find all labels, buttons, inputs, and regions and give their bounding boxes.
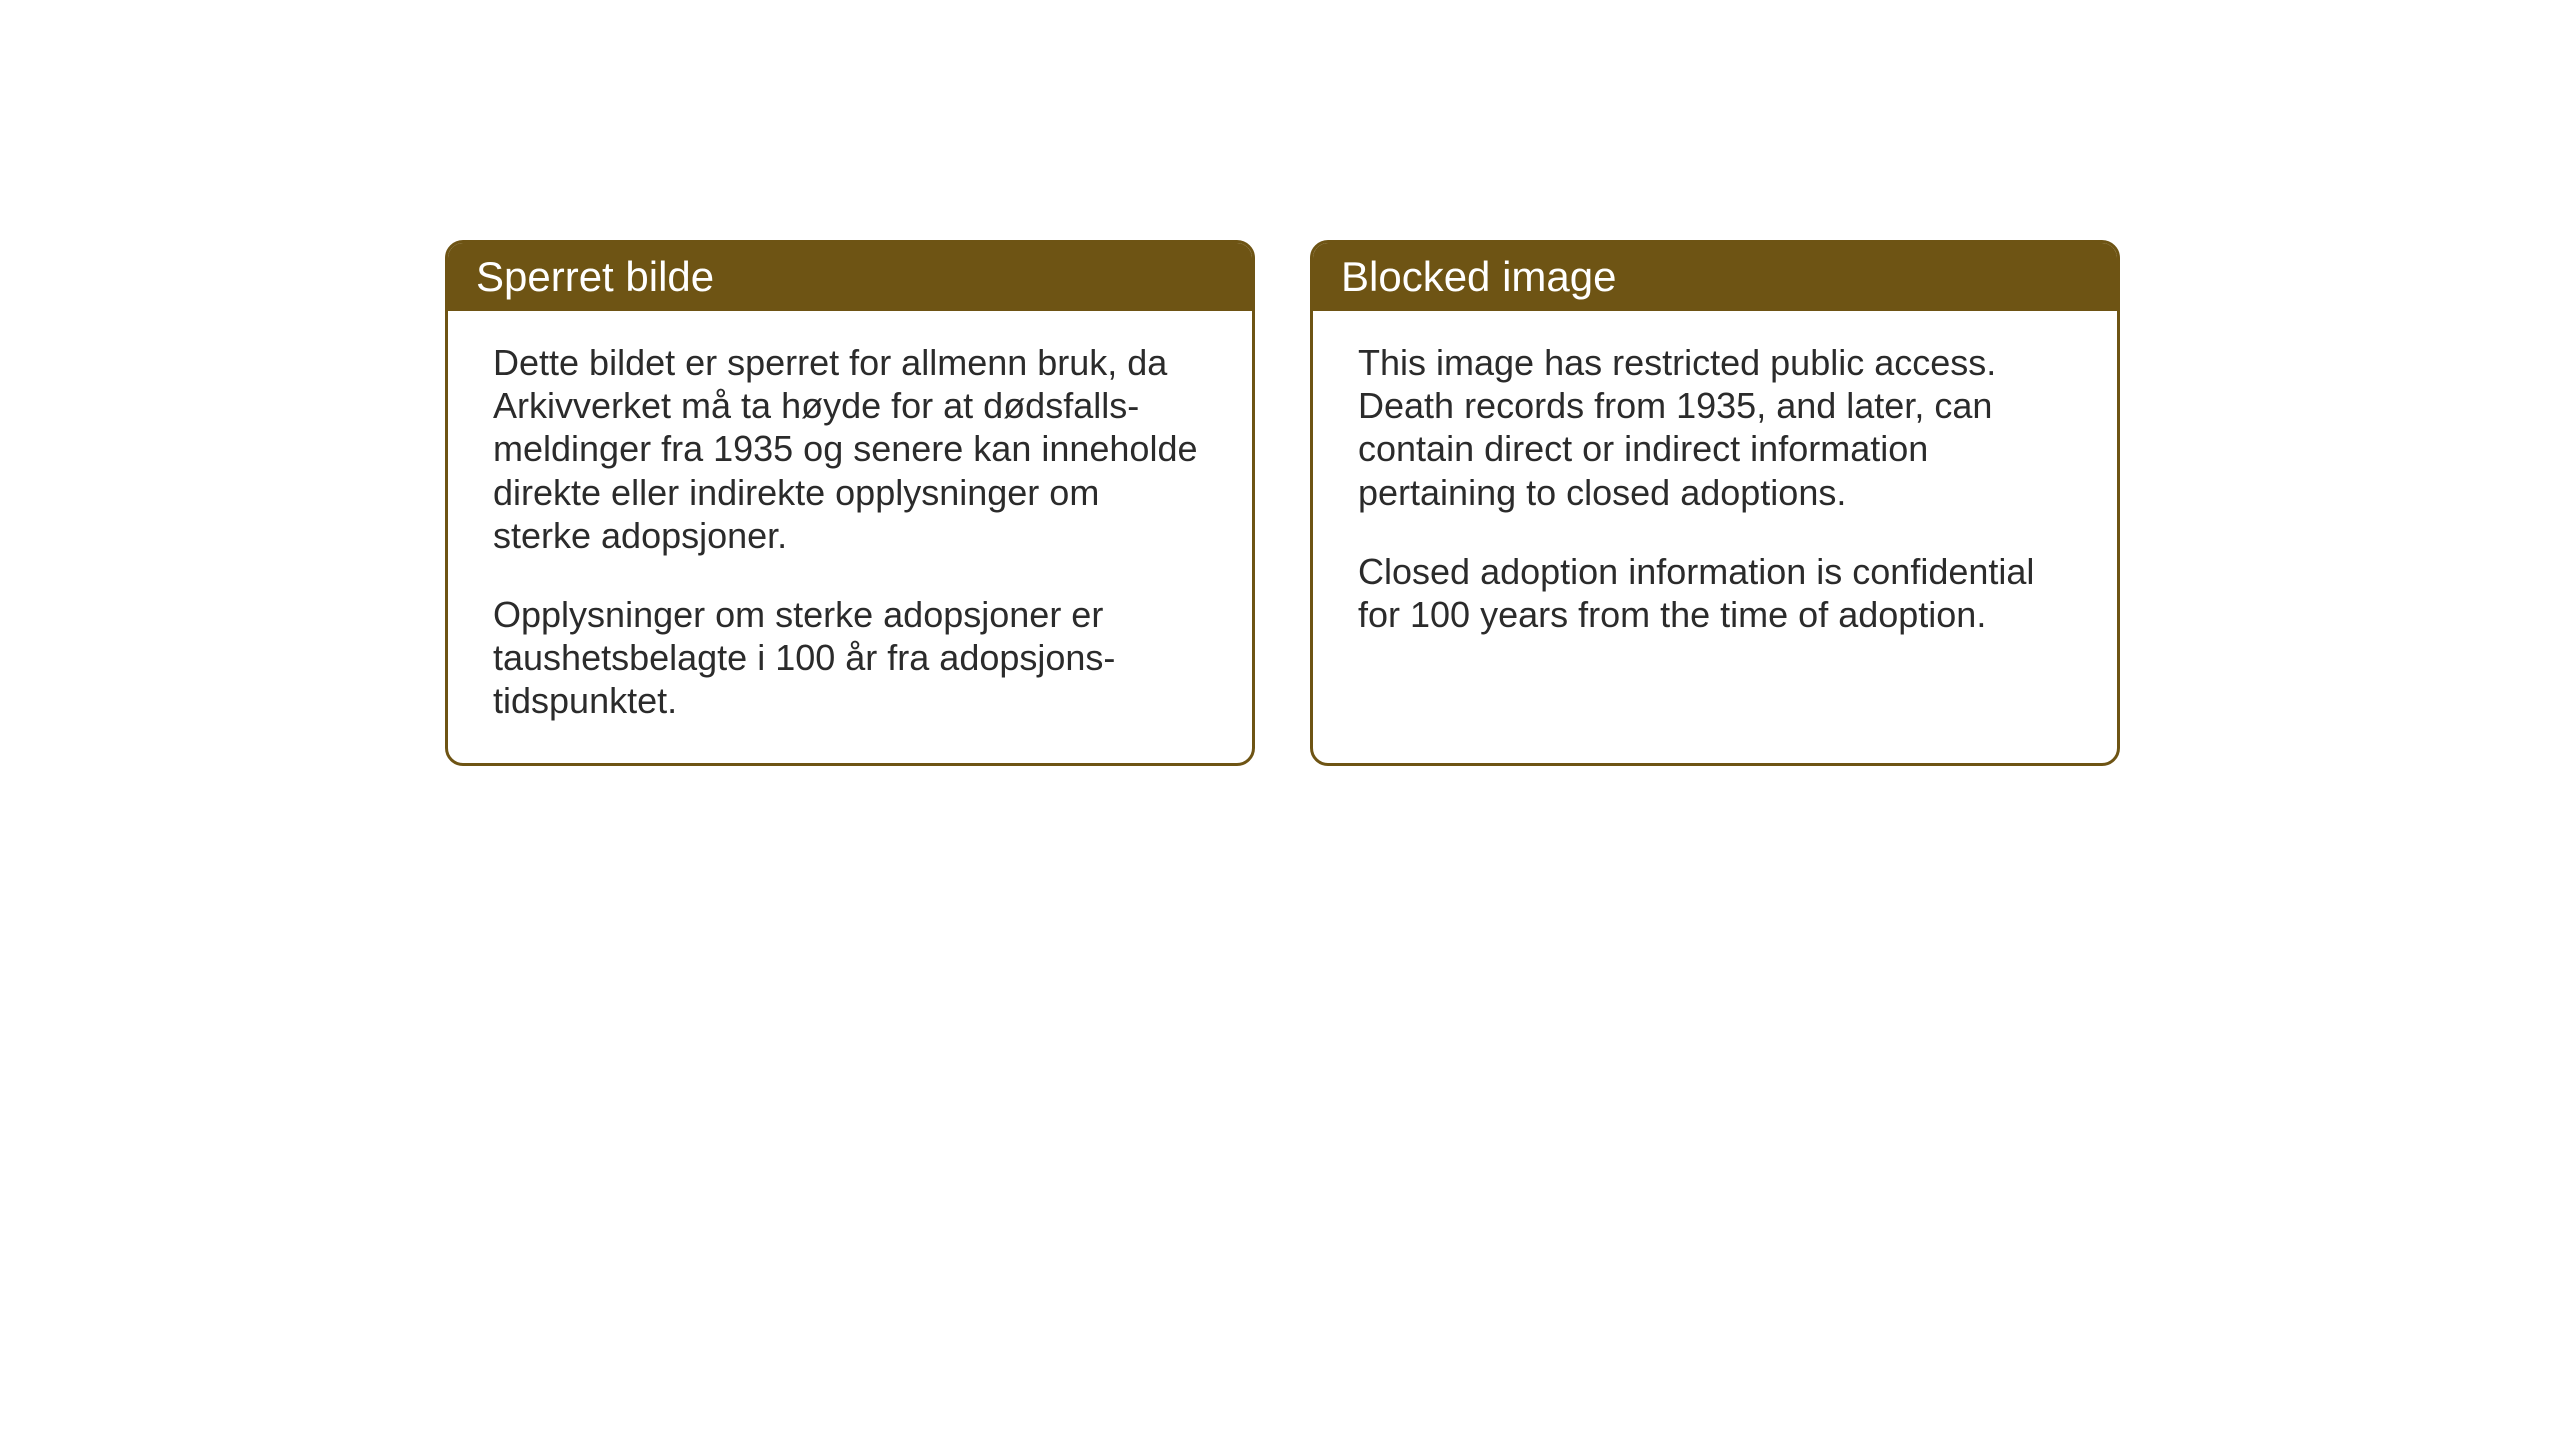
notice-container: Sperret bilde Dette bildet er sperret fo… bbox=[445, 240, 2120, 766]
norwegian-card-body: Dette bildet er sperret for allmenn bruk… bbox=[448, 311, 1252, 763]
norwegian-card-title: Sperret bilde bbox=[448, 243, 1252, 311]
english-paragraph-1: This image has restricted public access.… bbox=[1358, 341, 2072, 514]
norwegian-paragraph-1: Dette bildet er sperret for allmenn bruk… bbox=[493, 341, 1207, 557]
norwegian-notice-card: Sperret bilde Dette bildet er sperret fo… bbox=[445, 240, 1255, 766]
english-card-title: Blocked image bbox=[1313, 243, 2117, 311]
english-paragraph-2: Closed adoption information is confident… bbox=[1358, 550, 2072, 636]
norwegian-paragraph-2: Opplysninger om sterke adopsjoner er tau… bbox=[493, 593, 1207, 723]
english-card-body: This image has restricted public access.… bbox=[1313, 311, 2117, 751]
english-notice-card: Blocked image This image has restricted … bbox=[1310, 240, 2120, 766]
